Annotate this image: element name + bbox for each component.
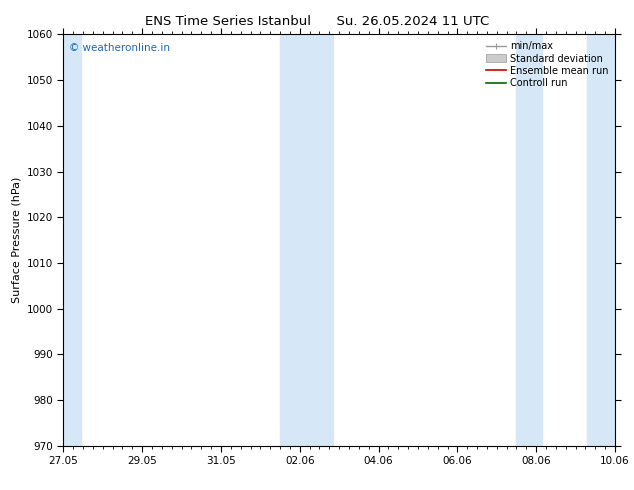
- Text: ENS Time Series Istanbul      Su. 26.05.2024 11 UTC: ENS Time Series Istanbul Su. 26.05.2024 …: [145, 15, 489, 28]
- Bar: [280, 34, 314, 446]
- Text: © weatheronline.in: © weatheronline.in: [69, 43, 170, 52]
- Bar: [588, 34, 617, 446]
- Legend: min/max, Standard deviation, Ensemble mean run, Controll run: min/max, Standard deviation, Ensemble me…: [484, 39, 610, 90]
- Bar: [61, 34, 81, 446]
- Bar: [314, 34, 333, 446]
- Y-axis label: Surface Pressure (hPa): Surface Pressure (hPa): [11, 177, 21, 303]
- Bar: [517, 34, 542, 446]
